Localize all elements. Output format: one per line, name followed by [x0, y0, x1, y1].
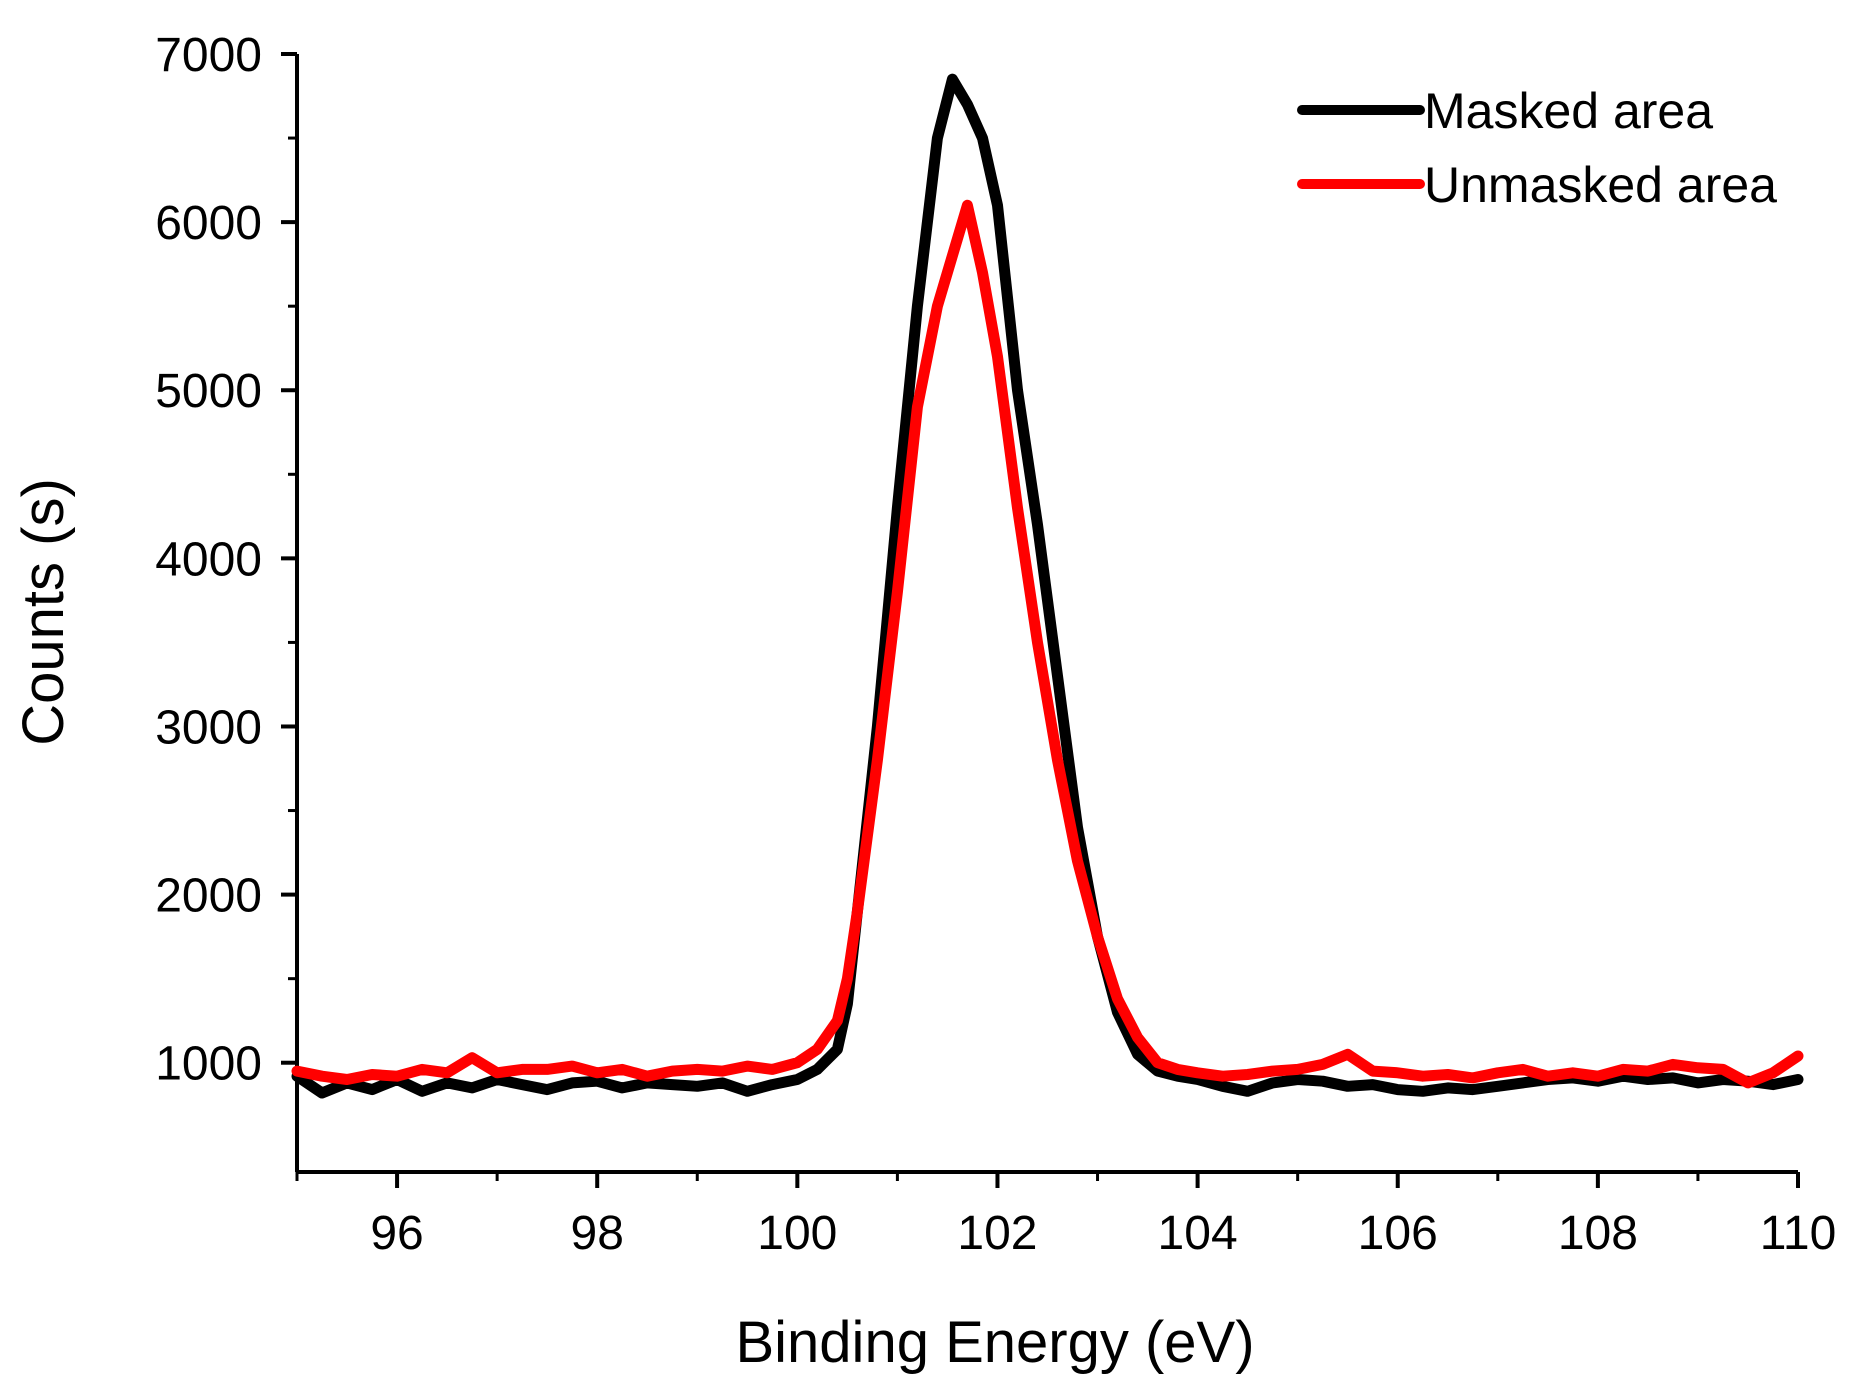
y-axis-title: Counts (s) — [11, 478, 76, 746]
y-axis-ticks: 1000 2000 3000 4000 5000 6000 7000 — [155, 29, 297, 1091]
x-tick-label: 100 — [757, 1207, 837, 1260]
y-tick-label: 4000 — [155, 533, 262, 586]
x-tick-label: 106 — [1358, 1207, 1438, 1260]
x-tick-label: 96 — [370, 1207, 423, 1260]
x-axis-ticks: 96 98 100 102 104 106 108 110 — [295, 1172, 1837, 1260]
y-tick-label: 2000 — [155, 870, 262, 923]
y-tick-label: 6000 — [155, 197, 262, 250]
y-tick-label: 7000 — [155, 29, 262, 82]
y-tick-label: 3000 — [155, 701, 262, 754]
x-tick-label: 98 — [571, 1207, 624, 1260]
series-layer — [291, 73, 1804, 1099]
y-tick-label: 1000 — [155, 1038, 262, 1091]
x-tick-label: 108 — [1558, 1207, 1638, 1260]
x-tick-label: 110 — [1760, 1207, 1837, 1260]
legend: Masked area Unmasked area — [1297, 83, 1777, 213]
x-axis-title: Binding Energy (eV) — [735, 1310, 1254, 1375]
x-tick-label: 102 — [957, 1207, 1037, 1260]
series-line-masked-area — [291, 73, 1804, 1099]
series-line-unmasked-area — [291, 199, 1804, 1089]
legend-label-unmasked-area: Unmasked area — [1424, 157, 1777, 213]
legend-label-masked-area: Masked area — [1424, 83, 1713, 139]
x-tick-label: 104 — [1158, 1207, 1238, 1260]
y-tick-label: 5000 — [155, 365, 262, 418]
